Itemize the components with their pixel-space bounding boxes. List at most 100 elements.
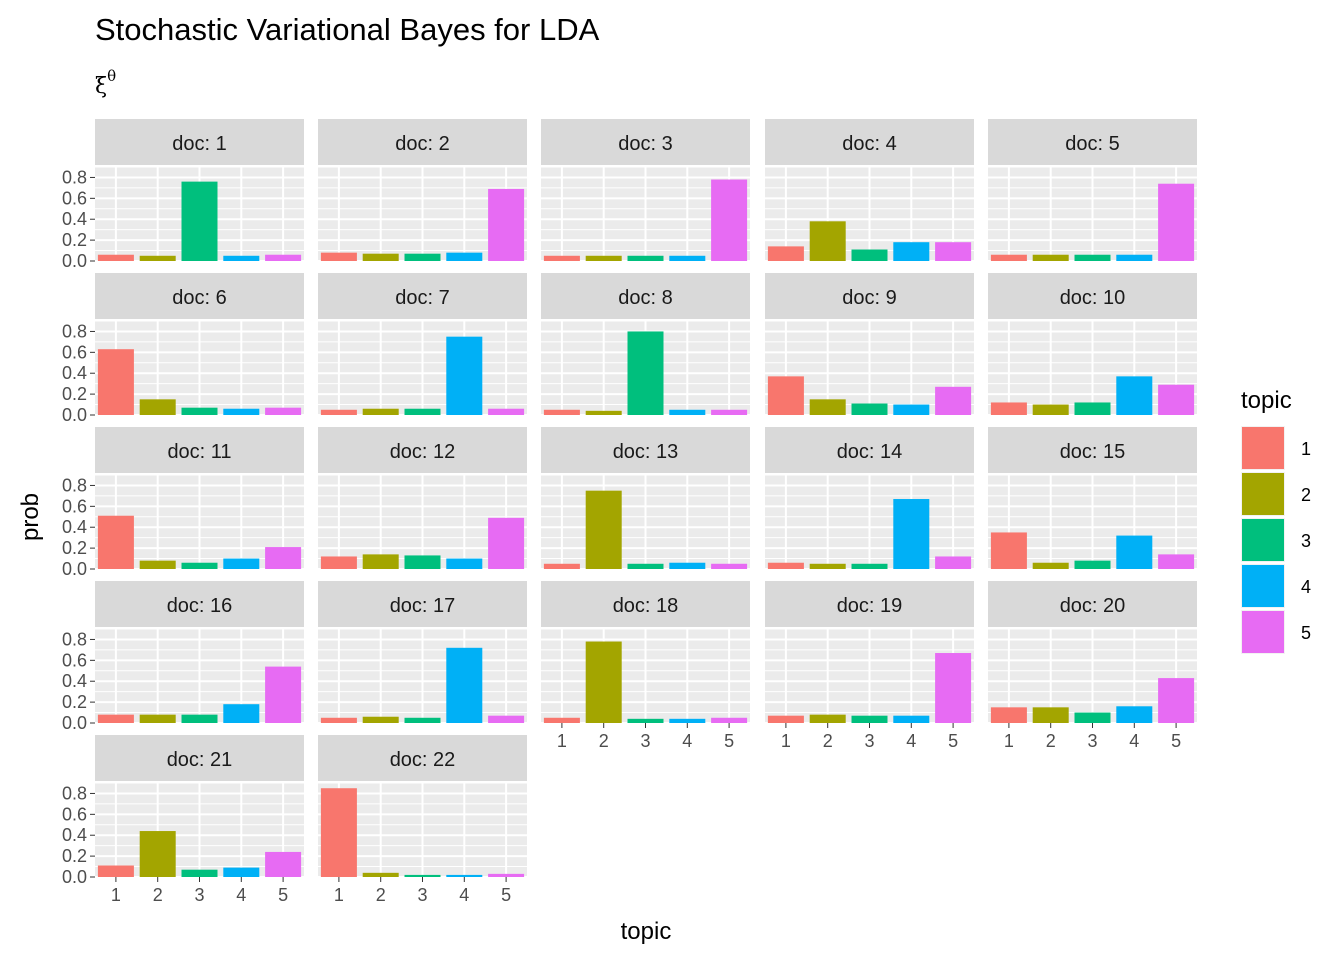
bar <box>935 386 972 415</box>
bar <box>488 188 525 261</box>
chart-subtitle: ξθ <box>95 67 116 99</box>
bar <box>543 255 580 261</box>
bar <box>1158 554 1195 569</box>
bar <box>543 563 580 569</box>
facet-strip <box>95 427 304 473</box>
bar <box>223 867 260 877</box>
y-tick-label: 0.6 <box>62 342 87 362</box>
facet-panel: doc: 14 <box>765 427 974 570</box>
bar <box>446 558 483 569</box>
bar <box>627 255 664 261</box>
facet-panel: doc: 4 <box>765 119 974 262</box>
x-tick-label: 3 <box>1087 731 1097 751</box>
bar <box>1032 404 1069 415</box>
y-tick-label: 0.6 <box>62 804 87 824</box>
bar <box>488 517 525 569</box>
y-tick-label: 0.2 <box>62 230 87 250</box>
x-tick-label: 3 <box>640 731 650 751</box>
bar <box>935 242 972 261</box>
y-tick-label: 0.4 <box>62 517 87 537</box>
legend-swatch <box>1242 473 1284 515</box>
bar <box>627 331 664 415</box>
bar <box>767 376 804 415</box>
bar <box>893 404 930 415</box>
bar <box>446 647 483 723</box>
bar <box>139 714 176 723</box>
y-tick-label: 0.8 <box>62 321 87 341</box>
bar <box>362 716 399 723</box>
facet-panel: doc: 11 0.00.20.40.60.8 <box>62 427 304 579</box>
bar <box>893 499 930 569</box>
x-tick-label: 2 <box>153 885 163 905</box>
bar <box>935 653 972 723</box>
x-tick-label: 1 <box>111 885 121 905</box>
facet-panel: doc: 16 0.00.20.40.60.8 <box>62 581 304 733</box>
bar <box>893 715 930 723</box>
facet-strip <box>765 119 974 165</box>
facet-label: doc: 1 <box>172 133 226 155</box>
facet-strip <box>988 427 1197 473</box>
legend: topic 1 2 3 4 5 <box>1241 387 1311 654</box>
legend-label: 5 <box>1301 623 1311 643</box>
bar <box>990 707 1027 723</box>
bar <box>1074 712 1111 723</box>
x-tick-label: 5 <box>1171 731 1181 751</box>
y-axis-title: prob <box>17 493 44 541</box>
bar <box>488 408 525 415</box>
facet-panel: doc: 5 <box>988 119 1197 262</box>
bar <box>893 242 930 261</box>
bar <box>711 717 748 723</box>
facet-label: doc: 12 <box>390 441 456 463</box>
x-tick-label: 3 <box>194 885 204 905</box>
y-tick-label: 0.6 <box>62 496 87 516</box>
bar <box>1116 254 1153 261</box>
legend-title: topic <box>1241 387 1292 414</box>
facet-label: doc: 10 <box>1060 287 1126 309</box>
x-tick-label: 4 <box>459 885 469 905</box>
bar <box>97 714 134 723</box>
bar <box>627 563 664 569</box>
facet-panel: doc: 8 <box>541 273 750 416</box>
bar <box>1158 183 1195 261</box>
y-tick-label: 0.0 <box>62 867 87 887</box>
bar <box>990 532 1027 569</box>
facet-strip <box>95 273 304 319</box>
bar <box>181 869 218 877</box>
facet-panel: doc: 2 <box>318 119 527 262</box>
bar <box>1074 402 1111 415</box>
bar <box>851 403 888 415</box>
bar <box>446 336 483 415</box>
bar <box>320 409 357 415</box>
y-tick-label: 0.2 <box>62 846 87 866</box>
bar <box>362 554 399 569</box>
y-tick-label: 0.2 <box>62 538 87 558</box>
facet-panel: doc: 20 <box>988 581 1197 724</box>
bar <box>265 666 302 723</box>
bar <box>139 255 176 261</box>
facet-strip <box>318 427 527 473</box>
bar <box>711 563 748 569</box>
facet-label: doc: 22 <box>390 749 456 771</box>
facet-strip <box>318 581 527 627</box>
facet-strip <box>318 273 527 319</box>
bar <box>1032 562 1069 569</box>
y-tick-label: 0.2 <box>62 384 87 404</box>
facet-panel: doc: 6 0.00.20.40.60.8 <box>62 273 304 425</box>
bar <box>320 252 357 261</box>
bar <box>1158 384 1195 415</box>
x-tick-label: 1 <box>1004 731 1014 751</box>
y-tick-label: 0.0 <box>62 713 87 733</box>
subtitle-base: ξ <box>95 74 107 99</box>
facet-strip <box>988 581 1197 627</box>
x-tick-label: 1 <box>557 731 567 751</box>
legend-label: 2 <box>1301 485 1311 505</box>
bar <box>181 562 218 569</box>
bar <box>1116 376 1153 415</box>
facet-panel: doc: 21 0.00.20.40.60.8 <box>62 735 304 887</box>
facet-panel: doc: 3 <box>541 119 750 262</box>
bar <box>97 254 134 261</box>
y-tick-label: 0.4 <box>62 671 87 691</box>
bar <box>669 562 706 569</box>
